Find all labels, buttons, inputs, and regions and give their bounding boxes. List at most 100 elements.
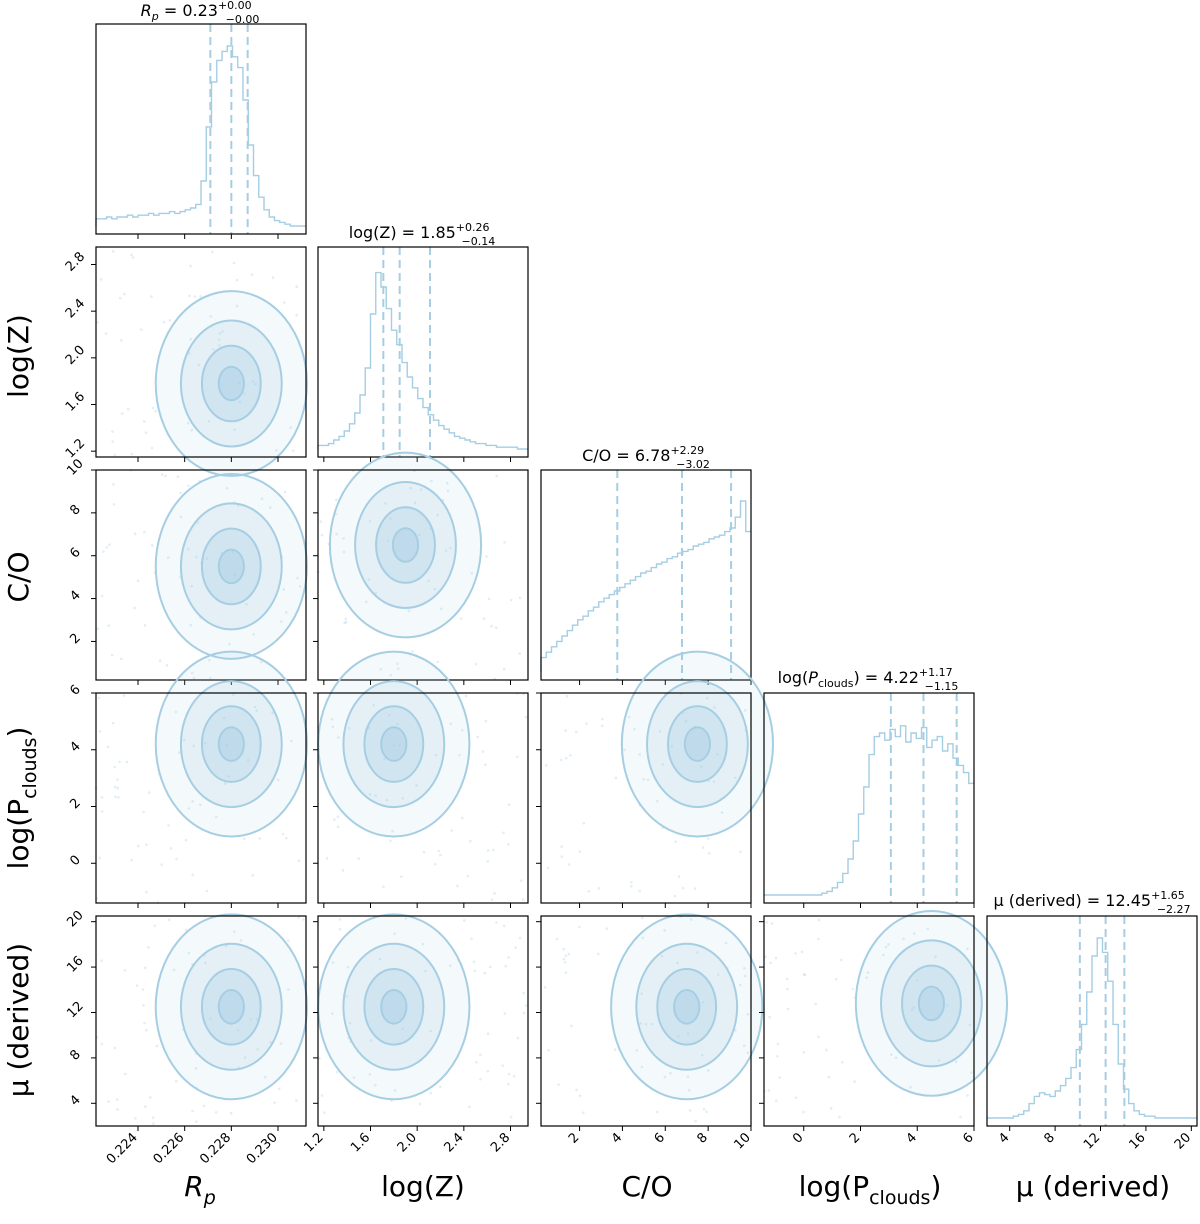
- sample-point: [674, 840, 678, 844]
- sample-point: [390, 1099, 393, 1103]
- panel-logZ-Rp: 1.21.62.02.42.8: [63, 246, 308, 477]
- sample-point: [295, 1099, 298, 1102]
- sample-point: [209, 315, 213, 318]
- sample-point: [331, 961, 335, 964]
- sample-point: [142, 420, 146, 423]
- sample-point: [276, 778, 280, 782]
- sample-point: [111, 250, 115, 253]
- sample-point: [684, 719, 688, 723]
- sample-point: [217, 338, 221, 341]
- sample-point: [199, 295, 202, 298]
- sample-point: [297, 916, 301, 919]
- y-tick-label: 8: [67, 502, 83, 518]
- sample-point: [112, 502, 116, 506]
- sample-point: [289, 426, 292, 429]
- sample-point: [866, 971, 870, 974]
- sample-point: [212, 348, 215, 351]
- y-tick-label: 20: [64, 908, 86, 930]
- contour-level-1: [179, 502, 283, 631]
- sample-point: [865, 976, 868, 979]
- sample-point: [418, 533, 421, 537]
- sample-point: [131, 256, 135, 259]
- panel-logPclouds-logPclouds: [763, 692, 975, 908]
- sample-point: [295, 285, 298, 289]
- sample-point: [246, 758, 250, 762]
- y-tick-label: 4: [67, 1093, 83, 1109]
- sample-point: [151, 406, 155, 410]
- sample-point: [102, 550, 105, 553]
- y-tick-label: 16: [64, 953, 86, 975]
- sample-point: [393, 932, 396, 936]
- sample-point: [503, 1012, 507, 1015]
- axes-frame: [763, 915, 975, 1127]
- sample-point: [597, 887, 601, 890]
- sample-point: [260, 497, 264, 500]
- sample-point: [368, 519, 372, 523]
- sample-point: [99, 278, 103, 281]
- sample-point: [192, 744, 195, 748]
- contour-level-2: [200, 705, 262, 783]
- sample-point: [959, 1115, 962, 1119]
- sample-point: [237, 381, 241, 385]
- sample-point: [168, 319, 172, 322]
- sample-point: [466, 874, 470, 878]
- contour-level-0: [610, 913, 764, 1101]
- sample-point: [113, 765, 117, 769]
- contour-level-1: [179, 942, 283, 1071]
- sample-point: [255, 709, 259, 712]
- sample-point: [419, 488, 423, 491]
- contour-level-1: [179, 319, 283, 448]
- sample-point: [778, 1076, 781, 1079]
- sample-point: [512, 1074, 516, 1078]
- title-Rp: Rp = 0.23+0.00 −0.00: [141, 0, 260, 26]
- sample-point: [143, 966, 147, 970]
- sample-point: [705, 1110, 708, 1114]
- sample-point: [742, 1044, 746, 1047]
- sample-point: [786, 1007, 790, 1011]
- sample-point: [214, 1111, 218, 1114]
- sample-point: [484, 719, 488, 723]
- sample-point: [392, 744, 395, 747]
- y-tick-label: 12: [64, 999, 86, 1021]
- sample-point: [544, 763, 548, 767]
- sample-point: [290, 739, 293, 743]
- sample-point: [120, 338, 123, 342]
- sample-point: [562, 957, 566, 961]
- sample-point: [557, 1083, 560, 1086]
- sample-point: [130, 452, 134, 456]
- axes-frame: [317, 915, 529, 1127]
- sample-point: [706, 1069, 710, 1072]
- ylabel-CO: C/O: [2, 551, 35, 602]
- sample-point: [520, 879, 523, 882]
- panel-mu-CO: 2 4 6 8 10: [536, 913, 764, 1153]
- sample-point: [716, 973, 720, 976]
- sample-point: [966, 947, 969, 951]
- sample-point: [509, 1115, 513, 1119]
- sample-point: [235, 304, 239, 308]
- sample-point: [150, 295, 153, 299]
- sample-point: [488, 965, 492, 969]
- sample-point: [887, 943, 890, 946]
- sample-point: [134, 1117, 137, 1120]
- sample-point: [663, 929, 666, 932]
- sample-point: [429, 1091, 433, 1095]
- sample-point: [319, 520, 323, 523]
- axes-frame: [317, 246, 529, 458]
- sample-point: [739, 850, 742, 854]
- sample-point: [106, 745, 110, 749]
- sample-point: [490, 624, 493, 628]
- sample-point: [701, 846, 705, 849]
- x-tick-label: 0.226: [151, 1130, 188, 1167]
- sample-point: [192, 676, 196, 680]
- sample-point: [413, 501, 417, 505]
- x-tick-label: 4: [996, 1130, 1012, 1146]
- sample-point: [560, 845, 563, 848]
- sample-point: [660, 954, 664, 958]
- sample-point: [135, 984, 139, 987]
- sample-point: [574, 730, 578, 734]
- sample-point: [208, 658, 211, 662]
- sample-point: [179, 491, 183, 495]
- sample-point: [110, 653, 114, 657]
- sample-point: [343, 621, 347, 625]
- sample-point: [564, 954, 568, 958]
